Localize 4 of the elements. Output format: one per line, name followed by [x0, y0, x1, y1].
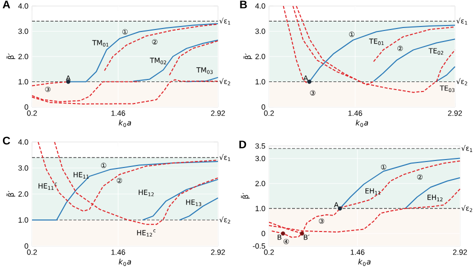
chart-title: B: [240, 0, 247, 8]
chart-title: D: [239, 140, 246, 148]
chart-title: A: [2, 0, 10, 8]
chart-title: C: [2, 136, 10, 145]
